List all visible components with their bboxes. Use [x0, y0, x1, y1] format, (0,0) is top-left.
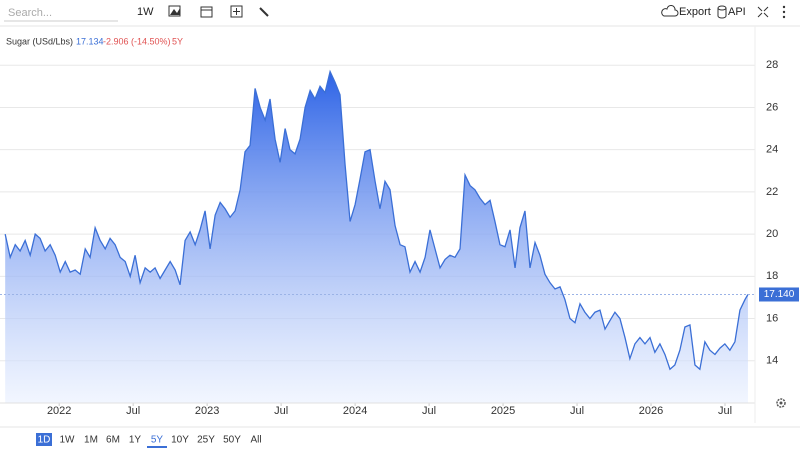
search-box[interactable] — [4, 3, 118, 21]
settings-icon[interactable] — [776, 398, 786, 408]
range-button[interactable]: 5Y — [151, 435, 164, 446]
interval-button[interactable]: 1W — [137, 6, 154, 18]
range-button[interactable]: 1D — [38, 435, 51, 446]
last-value-label: 17.140 — [764, 289, 795, 300]
range-button[interactable]: All — [250, 435, 261, 446]
x-tick-label: 2026 — [639, 405, 663, 417]
x-tick-label: Jul — [126, 405, 140, 417]
fullscreen-icon[interactable] — [757, 6, 769, 18]
x-tick-label: 2024 — [343, 405, 367, 417]
x-tick-label: Jul — [570, 405, 584, 417]
y-tick-label: 16 — [766, 312, 778, 324]
menu-icon[interactable] — [782, 5, 786, 19]
export-button[interactable]: Export — [661, 5, 711, 18]
range-button[interactable]: 1W — [60, 435, 76, 446]
calendar-icon[interactable] — [200, 6, 213, 18]
last-price: 17.134 — [76, 36, 104, 46]
x-tick-label: 2022 — [47, 405, 71, 417]
range-button[interactable]: 25Y — [197, 435, 215, 446]
range-button[interactable]: 10Y — [171, 435, 189, 446]
y-tick-label: 14 — [766, 355, 778, 367]
y-tick-label: 24 — [766, 144, 778, 156]
last-value-box — [759, 287, 799, 302]
y-tick-label: 28 — [766, 59, 778, 71]
tools-icon[interactable] — [259, 7, 269, 17]
api-label: API — [728, 6, 746, 18]
range-button[interactable]: 6M — [106, 435, 120, 446]
y-tick-label: 20 — [766, 228, 778, 240]
x-tick-label: 2023 — [195, 405, 219, 417]
range-bar: 1D 1W 1M 6M 1Y 5Y 10Y 25Y 50Y All — [36, 433, 262, 448]
api-button[interactable]: API — [717, 5, 746, 19]
export-label: Export — [679, 6, 711, 18]
line — [4, 69, 749, 371]
x-tick-label: Jul — [718, 405, 732, 417]
range-highlight — [36, 433, 52, 446]
range-button[interactable]: 1M — [84, 435, 98, 446]
y-tick-label: 22 — [766, 186, 778, 198]
price-change: -2.906 (-14.50%) — [103, 36, 171, 46]
area — [5, 71, 748, 403]
instrument-name: Sugar (USd/Lbs) — [6, 36, 73, 46]
chart-type-icon[interactable] — [168, 5, 181, 17]
y-tick-label: 18 — [766, 270, 778, 282]
x-tick-label: 2025 — [491, 405, 515, 417]
add-icon[interactable] — [230, 5, 243, 18]
period: 5Y — [172, 36, 183, 46]
search-placeholder: Search... — [8, 7, 52, 19]
x-tick-label: Jul — [422, 405, 436, 417]
x-tick-label: Jul — [274, 405, 288, 417]
range-button[interactable]: 1Y — [129, 435, 142, 446]
range-button[interactable]: 50Y — [223, 435, 241, 446]
y-tick-label: 26 — [766, 101, 778, 113]
